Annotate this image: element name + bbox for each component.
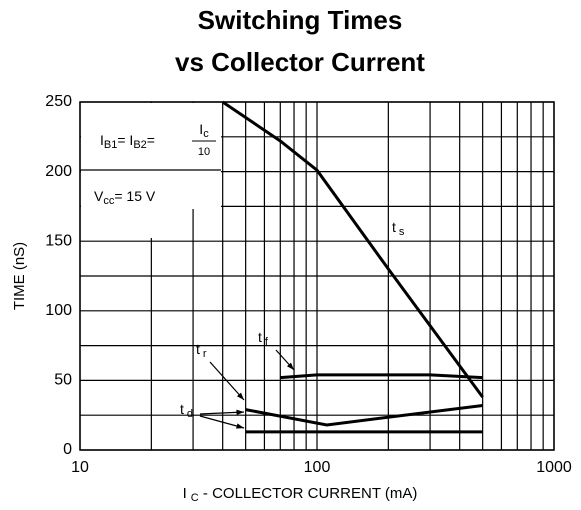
condition-box <box>81 103 221 209</box>
y-tick-label: 200 <box>45 163 72 180</box>
y-axis-label: TIME (nS) <box>11 242 28 310</box>
subscript: B1 <box>104 139 117 151</box>
series-label-text: t <box>258 329 262 345</box>
x-tick-label: 10 <box>71 459 89 476</box>
arrow-head <box>236 409 244 416</box>
chart-title: vs Collector Current <box>175 47 425 77</box>
arrow <box>199 415 245 429</box>
condition-box <box>81 208 191 238</box>
arrow-head <box>286 362 294 370</box>
subscript: f <box>265 336 269 348</box>
subscript: r <box>203 348 207 360</box>
subscript: cc <box>103 195 115 207</box>
annotation-text: = 15 V <box>114 188 156 204</box>
annotation-text: I <box>100 132 104 148</box>
x-axis-label-text: I <box>183 485 187 502</box>
chart-title: Switching Times <box>198 5 403 35</box>
arrow-head <box>236 392 244 400</box>
subscript: s <box>399 226 405 238</box>
annotation-text: I <box>199 121 203 137</box>
subscript: c <box>203 128 209 140</box>
annotation-text: = I <box>117 132 133 148</box>
arrow-head <box>236 423 244 429</box>
subscript: C <box>191 492 199 504</box>
x-tick-label: 100 <box>304 459 331 476</box>
series-label-text: t <box>196 341 200 357</box>
y-tick-label: 0 <box>63 441 72 458</box>
series-label-text: t <box>180 401 184 417</box>
y-tick-label: 100 <box>45 302 72 319</box>
annotation-text: V <box>94 188 104 204</box>
annotation-text: = <box>147 132 155 148</box>
annotation: Vcc= 15 V <box>94 188 156 207</box>
annotation: IB1= IB2= <box>100 132 155 151</box>
fraction-numerator: Ic <box>199 121 209 140</box>
data-line <box>280 373 483 380</box>
x-axis-label-text: - COLLECTOR CURRENT (mA) <box>199 485 418 502</box>
series-label-text: t <box>392 219 396 235</box>
x-tick-label: 1000 <box>536 459 572 476</box>
arrow <box>209 361 245 401</box>
data-line <box>245 403 483 427</box>
y-tick-label: 150 <box>45 232 72 249</box>
data-line <box>221 100 484 398</box>
y-tick-label: 50 <box>54 372 72 389</box>
frame <box>79 101 555 451</box>
subscript: d <box>187 408 193 420</box>
fraction-denominator: 10 <box>198 146 210 158</box>
y-tick-label: 250 <box>45 93 72 110</box>
subscript: B2 <box>133 139 146 151</box>
